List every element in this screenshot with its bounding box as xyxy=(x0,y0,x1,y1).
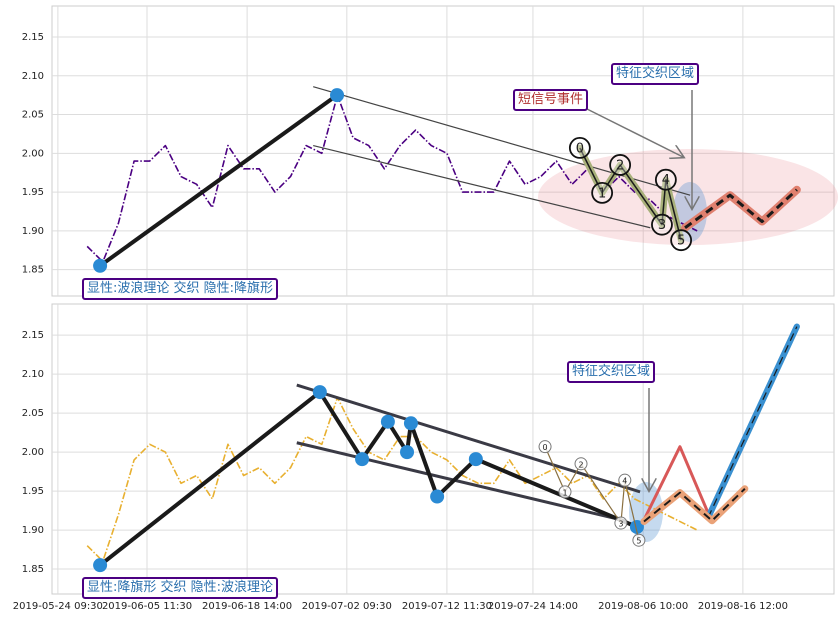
y-tick-label: 2.15 xyxy=(22,330,44,341)
arrows xyxy=(584,90,692,490)
line xyxy=(313,144,651,229)
wave-marker xyxy=(651,213,673,236)
y-tick-label: 1.85 xyxy=(22,265,44,276)
x-tick-label: 2019-07-12 11:30 xyxy=(402,601,492,612)
line xyxy=(86,396,698,563)
x-tick-label: 2019-08-16 12:00 xyxy=(698,601,788,612)
line xyxy=(684,188,798,229)
pivot-point xyxy=(355,452,370,467)
wave-marker xyxy=(538,440,552,454)
pivot-point xyxy=(93,258,108,273)
annotation: 短信号事件 xyxy=(513,89,589,111)
pivot-point xyxy=(629,519,644,534)
wave-marker xyxy=(632,533,646,547)
y-tick-label: 1.85 xyxy=(22,564,44,575)
y-tick-label: 1.90 xyxy=(22,226,44,237)
y-tick-label: 2.15 xyxy=(22,32,44,43)
panel: 1.85 1.90 1.95 2.00 2.05 2.10 2.15 0 12 3 4 5 xyxy=(22,5,838,297)
pivot-point xyxy=(330,88,345,103)
wave-label: 5 xyxy=(677,234,685,249)
line xyxy=(642,445,712,521)
pivot-point xyxy=(380,414,395,429)
x-tick-label: 2019-08-06 10:00 xyxy=(598,601,688,612)
y-tick-label: 2.05 xyxy=(22,408,44,419)
annotation: 特征交织区域 xyxy=(611,63,700,85)
line xyxy=(643,488,746,523)
line xyxy=(544,446,640,541)
pivot-point xyxy=(430,489,445,504)
wave-label: 2 xyxy=(578,460,583,469)
x-tick-label: 2019-07-24 14:00 xyxy=(488,601,578,612)
wave-marker xyxy=(618,473,632,487)
y-tick-label: 2.10 xyxy=(22,369,44,380)
x-tick-label: 2019-07-02 09:30 xyxy=(302,601,392,612)
wave-label: 3 xyxy=(618,520,623,529)
y-tick-label: 1.95 xyxy=(22,486,44,497)
annotation: 显性:降旗形 交织 隐性:波浪理论 xyxy=(82,577,279,599)
wave-label: 2 xyxy=(616,158,624,173)
arrow xyxy=(584,107,683,157)
x-tick-label: 2019-06-05 11:30 xyxy=(102,601,192,612)
wave-marker xyxy=(670,229,693,252)
y-tick-label: 2.10 xyxy=(22,71,44,82)
line xyxy=(296,441,626,523)
annotation: 特征交织区域 xyxy=(567,361,656,383)
x-tick-label: 2019-05-24 09:30 xyxy=(13,601,103,612)
line xyxy=(296,383,641,494)
x-tick-label: 2019-06-18 14:00 xyxy=(202,601,292,612)
line xyxy=(98,93,339,268)
wave-label: 3 xyxy=(658,218,666,233)
pivot-point xyxy=(93,558,108,573)
wave-label: 4 xyxy=(662,173,670,188)
annotation: 显性:波浪理论 交织 隐性:降旗形 xyxy=(82,278,279,300)
wave-label: 5 xyxy=(636,537,641,546)
wave-label: 1 xyxy=(598,186,606,201)
line xyxy=(707,326,798,518)
wave-label: 0 xyxy=(576,141,584,156)
wave-marker xyxy=(614,516,628,530)
y-tick-label: 1.90 xyxy=(22,525,44,536)
pivot-point xyxy=(468,452,483,467)
y-tick-label: 2.05 xyxy=(22,110,44,121)
wave-marker xyxy=(654,168,677,191)
y-tick-label: 2.00 xyxy=(22,447,44,458)
wave-label: 4 xyxy=(622,477,627,486)
y-tick-label: 1.95 xyxy=(22,187,44,198)
wave-marker xyxy=(558,485,572,499)
wave-label: 1 xyxy=(562,488,567,497)
pivot-point xyxy=(400,445,415,460)
y-tick-label: 2.00 xyxy=(22,148,44,159)
wave-marker xyxy=(574,457,588,471)
panel: 1.85 1.90 1.95 2.00 2.05 2.10 2.15 2019-05-24 0… xyxy=(13,303,835,612)
wave-label: 0 xyxy=(543,443,548,452)
wave-marker xyxy=(591,181,614,204)
wave-marker xyxy=(609,154,632,176)
plot-area xyxy=(51,303,835,595)
wave-marker xyxy=(568,136,591,159)
pivot-point xyxy=(312,385,327,400)
pivot-point xyxy=(403,416,418,431)
